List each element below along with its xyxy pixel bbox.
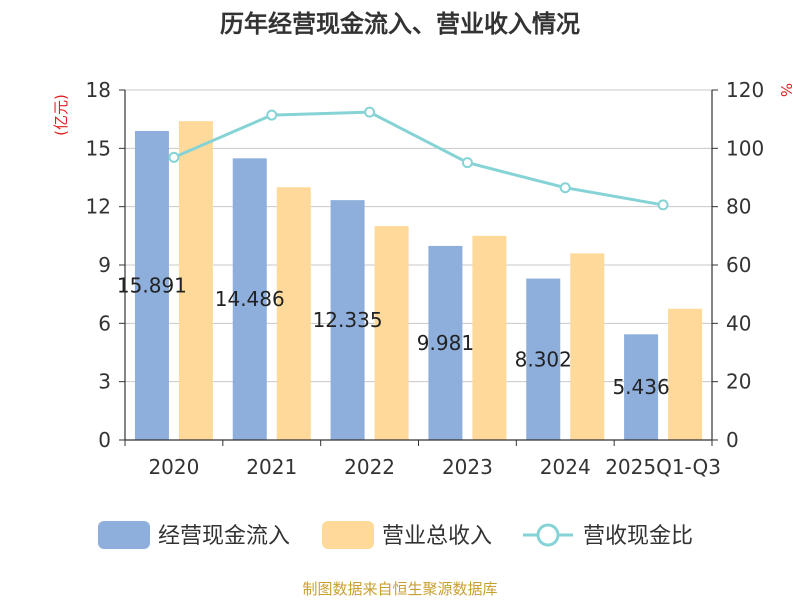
gridlines: [125, 89, 712, 383]
bar-cash-inflow: [624, 334, 659, 440]
right-axis-unit: %: [777, 83, 795, 97]
legend-label-ratio: 营收现金比: [583, 524, 693, 549]
bar-cash-inflow: [330, 200, 365, 440]
bar-cash-inflow: [232, 158, 267, 441]
bar-revenue: [570, 253, 605, 440]
left-axis-unit: (亿元): [52, 94, 70, 136]
left-axis-tick-label: 9: [98, 253, 111, 277]
ratio-point: [266, 109, 278, 121]
x-axis-tick-label: 2025Q1-Q3: [605, 455, 721, 479]
x-axis-tick-label: 2023: [442, 455, 493, 479]
bar-revenue: [668, 308, 703, 440]
data-label-cash-inflow: 12.335: [313, 308, 383, 332]
right-axis-tick-label: 40: [726, 311, 751, 335]
bar-revenue: [178, 121, 213, 440]
right-axis-tick-label: 120: [726, 78, 764, 102]
bar-cash-inflow: [428, 245, 463, 440]
legend-swatch-cash-inflow: [98, 521, 150, 549]
right-axis-tick-label: 80: [726, 195, 751, 219]
right-axis-tick-label: 100: [726, 136, 764, 160]
bar-revenue: [276, 187, 311, 440]
bar-group: [134, 121, 703, 441]
legend: 经营现金流入 营业总收入 营收现金比: [98, 521, 693, 549]
data-label-cash-inflow: 15.891: [117, 274, 187, 298]
right-axis-tick-label: 0: [726, 428, 739, 452]
left-axis-tick-label: 6: [98, 311, 111, 335]
chart-title: 历年经营现金流入、营业收入情况: [220, 10, 580, 38]
data-label-cash-inflow: 5.436: [612, 375, 669, 399]
right-axis-tick-label: 20: [726, 370, 751, 394]
bar-revenue: [472, 235, 507, 440]
source-note: 制图数据来自恒生聚源数据库: [302, 580, 497, 598]
axes: 0 3 6 9 12 15 18 0 20 40 60 80 100 120 2020 2021 2022 202…: [86, 78, 765, 479]
ratio-point: [364, 106, 376, 118]
x-axis-tick-label: 2021: [246, 455, 297, 479]
data-labels: 15.891 14.486 12.335 9.981 8.302 5.436: [117, 274, 670, 400]
ratio-point: [559, 182, 571, 194]
line-group: [168, 106, 669, 211]
legend-label-cash-inflow: 经营现金流入: [158, 524, 290, 549]
ratio-point: [657, 199, 669, 211]
ratio-line: [173, 110, 664, 207]
left-axis-tick-label: 0: [98, 428, 111, 452]
x-axis-tick-label: 2022: [344, 455, 395, 479]
legend-label-revenue: 营业总收入: [382, 524, 492, 549]
data-label-cash-inflow: 14.486: [215, 287, 285, 311]
bar-cash-inflow: [526, 278, 561, 440]
bar-revenue: [374, 226, 409, 440]
left-axis-tick-label: 15: [86, 136, 111, 160]
x-axis-tick-label: 2024: [540, 455, 591, 479]
left-axis-tick-label: 3: [98, 370, 111, 394]
left-axis-tick-label: 12: [86, 195, 111, 219]
legend-swatch-revenue: [322, 521, 374, 549]
bar-cash-inflow: [134, 131, 169, 440]
data-label-cash-inflow: 9.981: [417, 331, 474, 355]
left-axis-tick-label: 18: [86, 78, 111, 102]
legend-swatch-ratio-marker: [536, 523, 560, 547]
data-label-cash-inflow: 8.302: [515, 347, 572, 371]
x-axis-tick-label: 2020: [148, 455, 199, 479]
ratio-point: [461, 157, 473, 169]
right-axis-tick-label: 60: [726, 253, 751, 277]
ratio-point: [168, 151, 180, 163]
